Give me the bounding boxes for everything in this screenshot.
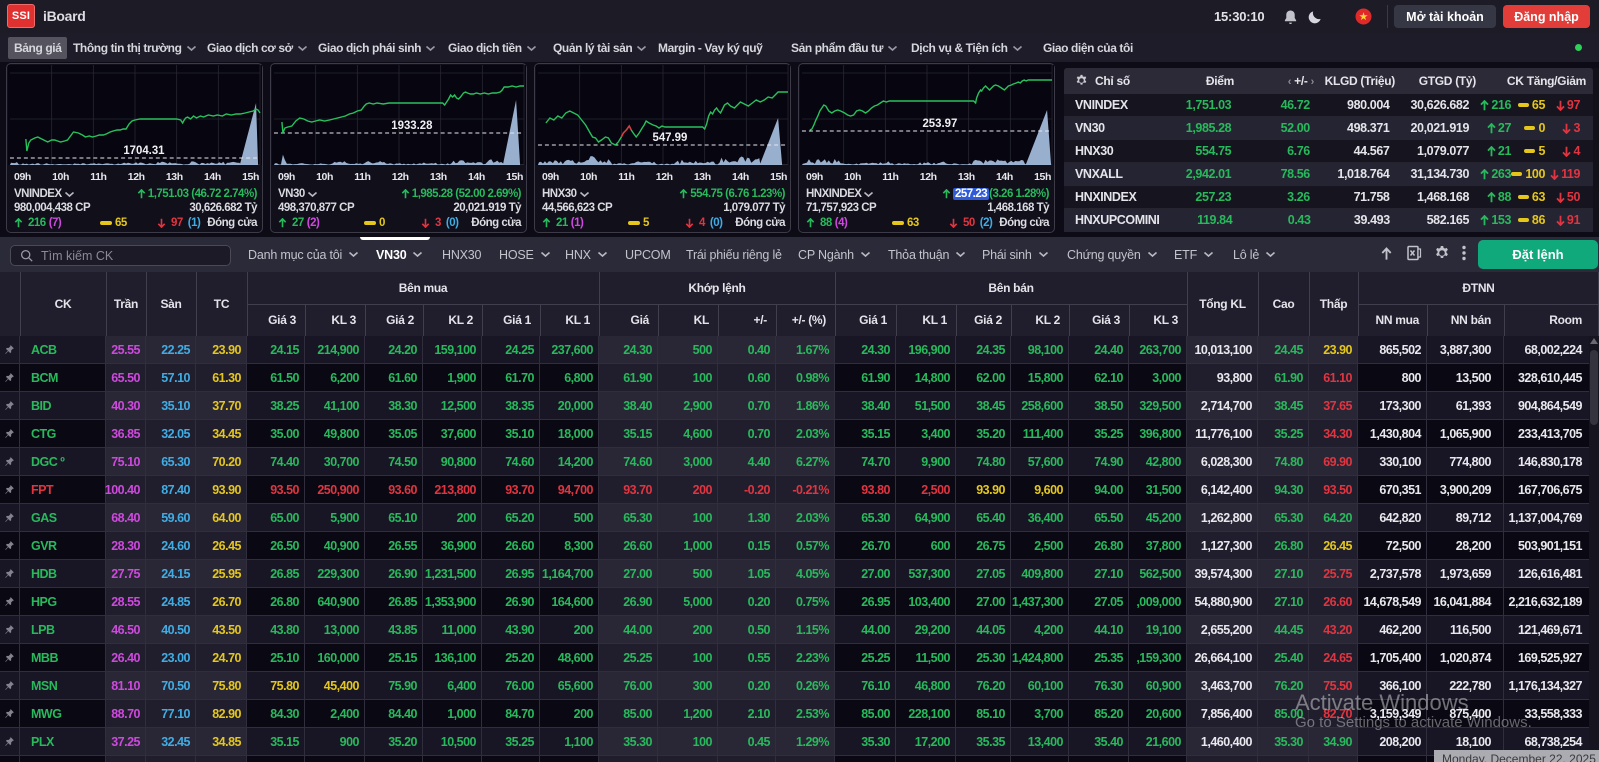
svg-text:1933.28: 1933.28: [391, 120, 433, 132]
svg-text:253.97: 253.97: [922, 118, 957, 130]
svg-text:547.99: 547.99: [653, 132, 688, 144]
svg-text:1704.31: 1704.31: [123, 145, 165, 157]
